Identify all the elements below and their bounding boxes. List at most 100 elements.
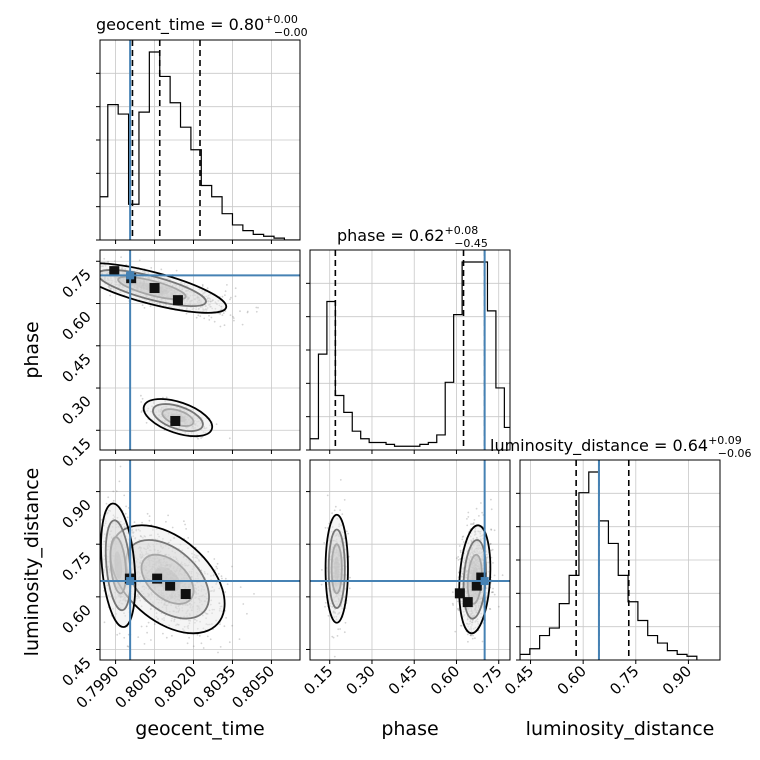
- sample-point: [481, 511, 483, 514]
- sample-point: [98, 283, 100, 285]
- sample-point: [67, 271, 69, 273]
- x-tick-label-luminosity-distance: 0.75: [606, 662, 642, 698]
- sample-point: [489, 608, 492, 610]
- sample-point: [466, 633, 469, 636]
- density-layer: [100, 465, 255, 664]
- sample-point: [228, 641, 231, 644]
- sample-point: [347, 532, 350, 535]
- sample-point: [224, 577, 227, 580]
- sample-point: [93, 271, 95, 273]
- sample-point: [97, 267, 99, 269]
- sample-point: [186, 642, 189, 645]
- sample-point: [75, 262, 77, 264]
- sample-point: [239, 586, 242, 588]
- sample-point: [454, 630, 457, 633]
- sample-point: [493, 529, 496, 532]
- xlabel-geocent-time: geocent_time: [135, 718, 264, 740]
- sample-point: [466, 524, 469, 527]
- sample-point: [192, 645, 195, 648]
- sample-point: [224, 294, 226, 296]
- hist-panel-luminosity-distance: [519, 459, 721, 661]
- sample-point: [223, 625, 226, 628]
- sample-point: [185, 312, 188, 315]
- sample-point: [77, 265, 79, 267]
- sample-point: [222, 312, 225, 314]
- sample-point: [71, 266, 73, 268]
- sample-point: [481, 640, 484, 643]
- sample-point: [96, 281, 98, 283]
- sample-point: [331, 512, 333, 514]
- sample-point: [488, 607, 491, 610]
- sample-point: [120, 256, 122, 258]
- sample-point: [234, 295, 237, 298]
- scatter-panel-geocent-time-phase: [16, 243, 301, 451]
- x-tick-label-phase: 0.15: [300, 662, 336, 698]
- sample-point: [125, 505, 127, 508]
- sample-point: [339, 628, 341, 630]
- sample-point: [171, 526, 174, 529]
- sample-point: [232, 315, 234, 318]
- sample-point: [84, 257, 86, 259]
- sample-point: [157, 662, 159, 664]
- sample-point: [199, 315, 202, 318]
- sample-point: [208, 319, 211, 321]
- truth-marker: [126, 577, 135, 586]
- contour-level-3: [324, 513, 349, 624]
- sample-point: [493, 574, 496, 577]
- sample-point: [489, 543, 492, 545]
- y-tick-label-phase: 0.15: [58, 434, 94, 470]
- sample-point: [239, 310, 241, 313]
- sample-point: [89, 262, 91, 264]
- sample-point: [229, 298, 231, 301]
- sample-point: [458, 545, 461, 547]
- sample-point: [103, 257, 106, 260]
- sample-point: [459, 624, 462, 627]
- sample-point: [94, 278, 96, 280]
- sample-point: [124, 512, 127, 515]
- density-peak-cell: [109, 266, 120, 277]
- sample-point: [491, 591, 494, 593]
- sample-point: [333, 655, 336, 658]
- sample-point: [456, 607, 459, 610]
- x-tick-label-phase: 0.30: [342, 662, 378, 698]
- sample-point: [326, 494, 329, 497]
- sample-point: [202, 647, 205, 649]
- sample-point: [183, 520, 185, 523]
- sample-point: [140, 401, 143, 403]
- sample-point: [229, 314, 232, 316]
- sample-point: [44, 252, 46, 254]
- sample-point: [68, 271, 70, 273]
- sample-point: [220, 575, 223, 578]
- sample-point: [208, 314, 210, 317]
- sample-point: [147, 621, 150, 624]
- sample-point: [490, 528, 492, 531]
- sample-point: [491, 548, 494, 551]
- sample-point: [232, 317, 235, 319]
- panel-border: [99, 39, 301, 241]
- sample-point: [230, 296, 232, 299]
- sample-point: [470, 523, 472, 525]
- sample-point: [213, 320, 216, 323]
- sample-point: [344, 621, 347, 624]
- sample-point: [188, 636, 191, 639]
- sample-point: [470, 634, 473, 637]
- sample-point: [339, 509, 341, 511]
- sample-point: [224, 591, 227, 593]
- density-peak-cell: [462, 597, 473, 608]
- sample-point: [219, 325, 222, 328]
- sample-point: [140, 394, 142, 397]
- ylabel-luminosity-distance: luminosity_distance: [21, 468, 43, 657]
- sample-point: [497, 605, 500, 608]
- sample-point: [324, 526, 327, 529]
- sample-point: [334, 505, 337, 508]
- sample-point: [219, 623, 221, 625]
- sample-point: [459, 551, 462, 554]
- sample-point: [94, 276, 96, 278]
- sample-point: [473, 519, 476, 521]
- sample-point: [16, 243, 18, 245]
- density-layer: [16, 243, 259, 440]
- sample-point: [471, 637, 474, 640]
- sample-point: [466, 518, 468, 520]
- sample-point: [92, 270, 94, 272]
- panel-border: [99, 249, 301, 451]
